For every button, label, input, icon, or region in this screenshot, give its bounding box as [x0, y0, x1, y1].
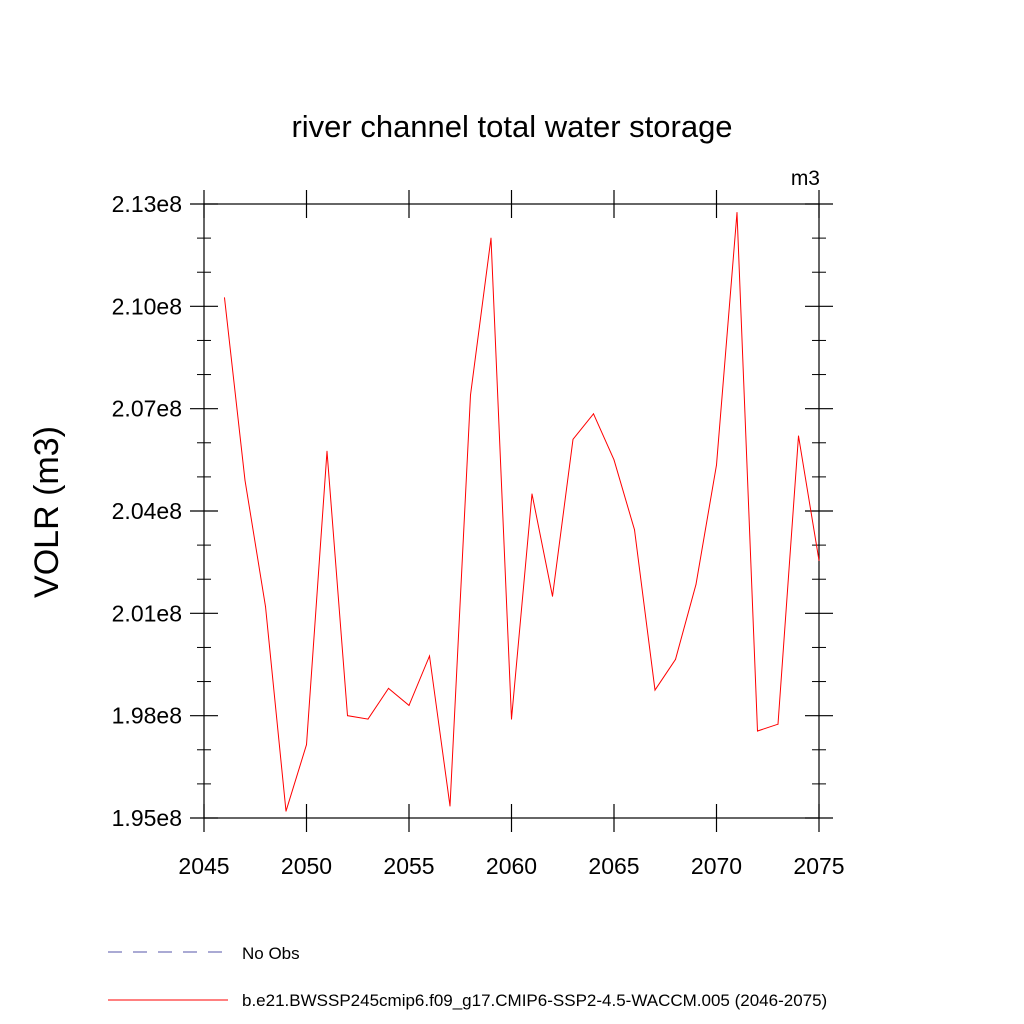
- data-point: [429, 655, 430, 657]
- data-point: [244, 479, 246, 481]
- x-tick-label: 2075: [793, 853, 844, 879]
- y-tick-label: 2.01e8: [112, 600, 182, 626]
- data-point: [634, 529, 635, 531]
- data-point: [613, 459, 615, 461]
- data-point: [306, 744, 307, 746]
- data-point: [777, 723, 779, 725]
- data-point: [695, 583, 697, 585]
- y-tick-label: 1.98e8: [112, 703, 182, 729]
- data-point: [408, 704, 410, 706]
- data-point: [736, 212, 738, 214]
- y-tick-label: 2.04e8: [112, 498, 182, 524]
- y-axis-label: VOLR (m3): [28, 426, 66, 598]
- data-point: [470, 394, 471, 396]
- data-point: [224, 297, 225, 299]
- data-point: [326, 450, 328, 452]
- chart-title: river channel total water storage: [291, 109, 732, 144]
- data-point: [757, 730, 758, 732]
- plot-frame: [203, 203, 820, 819]
- legend: No Obs b.e21.BWSSP245cmip6.f09_g17.CMIP6…: [108, 944, 827, 1010]
- series-line: [224, 212, 820, 812]
- data-point: [347, 715, 348, 717]
- legend-model-label: b.e21.BWSSP245cmip6.f09_g17.CMIP6-SSP2-4…: [242, 991, 827, 1010]
- y-tick-label: 2.10e8: [112, 293, 182, 319]
- x-tick-label: 2070: [691, 853, 742, 879]
- data-point: [552, 595, 553, 597]
- x-tick-label: 2050: [281, 853, 332, 879]
- x-tick-label: 2055: [383, 853, 434, 879]
- x-tick-label: 2045: [178, 853, 229, 879]
- data-point: [572, 438, 574, 440]
- data-point: [388, 687, 389, 689]
- data-point: [367, 718, 369, 720]
- data-point: [818, 559, 820, 561]
- data-point: [285, 810, 287, 812]
- y-ticks: 1.95e8 1.98e8 2.01e8 2.04e8 2.07e8 2.10e8 2.13…: [112, 191, 833, 831]
- data-point: [675, 658, 676, 660]
- y-tick-label: 2.07e8: [112, 396, 182, 422]
- y-tick-label: 1.95e8: [112, 805, 182, 831]
- units-label: m3: [791, 167, 820, 190]
- data-point: [654, 689, 656, 691]
- data-point: [490, 237, 492, 239]
- y-minor-ticks: [197, 237, 826, 785]
- x-ticks: 2045 2050 2055 2060 2065 2070 2075: [178, 190, 845, 879]
- series-group: [224, 212, 820, 812]
- data-point: [716, 464, 717, 466]
- legend-no-obs-label: No Obs: [242, 944, 300, 963]
- data-point: [798, 435, 799, 437]
- y-tick-label: 2.13e8: [112, 191, 182, 217]
- data-point: [265, 606, 266, 608]
- data-point: [511, 718, 512, 720]
- data-point: [449, 805, 451, 807]
- x-tick-label: 2065: [588, 853, 639, 879]
- data-point: [531, 493, 533, 495]
- data-point: [593, 413, 594, 415]
- x-tick-label: 2060: [486, 853, 537, 879]
